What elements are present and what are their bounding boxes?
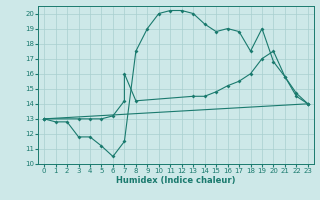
- X-axis label: Humidex (Indice chaleur): Humidex (Indice chaleur): [116, 176, 236, 185]
